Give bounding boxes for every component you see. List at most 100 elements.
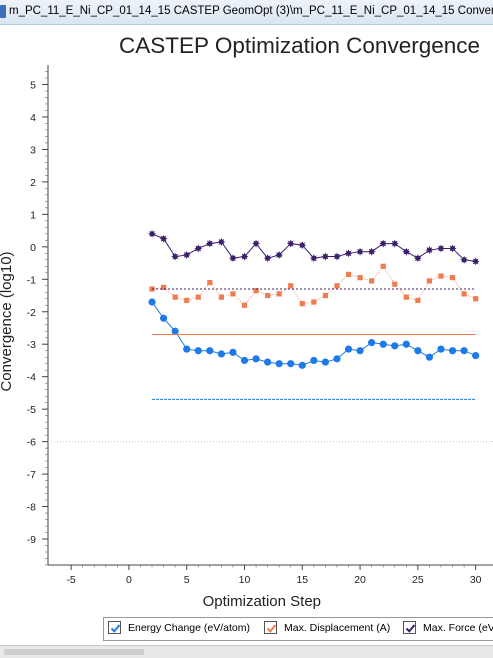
data-point-max-force-ev-a: [171, 252, 180, 261]
data-point-max-force-ev-a: [413, 254, 422, 263]
y-tick-label: -7: [27, 469, 36, 481]
checkbox-checked-icon[interactable]: [403, 621, 416, 634]
y-tick-label: 0: [30, 242, 36, 254]
x-tick-label: 30: [470, 574, 482, 586]
x-tick-label: 10: [239, 574, 251, 586]
chart-title: CASTEP Optimization Convergence: [119, 33, 480, 58]
data-point-max-force-ev-a: [298, 241, 307, 250]
data-point-max-displacement-a: [403, 294, 409, 300]
data-point-max-force-ev-a: [471, 257, 480, 266]
y-tick-label: 1: [30, 209, 36, 221]
data-point-max-force-ev-a: [148, 229, 157, 238]
data-point-energy-change-ev-atom: [240, 356, 249, 365]
chart-area: CASTEP Optimization Convergence: [0, 25, 493, 621]
x-tick-label: 5: [184, 574, 190, 586]
data-point-max-force-ev-a: [275, 250, 284, 259]
data-point-max-displacement-a: [461, 291, 467, 297]
data-point-energy-change-ev-atom: [379, 340, 387, 348]
window-title: m_PC_11_E_Ni_CP_01_14_15 CASTEP GeomOpt …: [9, 5, 493, 17]
y-tick-label: -8: [27, 502, 36, 514]
horizontal-scrollbar[interactable]: [0, 645, 493, 658]
data-point-energy-change-ev-atom: [437, 345, 445, 353]
data-point-max-displacement-a: [195, 294, 201, 300]
data-point-max-displacement-a: [299, 301, 305, 307]
data-point-max-displacement-a: [311, 299, 317, 305]
data-point-energy-change-ev-atom: [217, 350, 225, 358]
data-point-energy-change-ev-atom: [264, 358, 272, 366]
data-point-max-displacement-a: [438, 273, 444, 279]
data-point-max-force-ev-a: [309, 254, 318, 263]
y-tick-label: -1: [27, 274, 36, 286]
data-point-energy-change-ev-atom: [333, 355, 341, 363]
data-point-energy-change-ev-atom: [414, 347, 422, 355]
data-point-max-displacement-a: [357, 275, 363, 281]
scrollbar-thumb[interactable]: [4, 649, 144, 655]
data-point-energy-change-ev-atom: [275, 360, 283, 368]
data-point-max-displacement-a: [230, 291, 236, 297]
data-point-max-force-ev-a: [217, 237, 226, 246]
data-point-max-displacement-a: [265, 292, 271, 299]
data-point-energy-change-ev-atom: [460, 347, 468, 355]
data-point-max-force-ev-a: [356, 247, 365, 256]
y-tick-label: 4: [30, 112, 36, 124]
data-point-max-force-ev-a: [425, 246, 434, 255]
data-point-energy-change-ev-atom: [425, 353, 434, 361]
data-point-energy-change-ev-atom: [252, 355, 260, 363]
data-point-max-force-ev-a: [448, 244, 457, 253]
data-point-max-displacement-a: [160, 284, 167, 291]
x-tick-label: 0: [126, 574, 132, 586]
data-point-energy-change-ev-atom: [321, 358, 330, 366]
data-point-energy-change-ev-atom: [368, 338, 376, 347]
data-point-energy-change-ev-atom: [391, 342, 399, 350]
data-point-max-displacement-a: [334, 283, 340, 289]
x-tick-label: 15: [296, 574, 308, 586]
data-point-max-force-ev-a: [321, 252, 330, 261]
data-point-max-displacement-a: [288, 283, 294, 289]
data-point-energy-change-ev-atom: [206, 347, 214, 355]
data-point-max-displacement-a: [415, 297, 421, 303]
checkbox-checked-icon[interactable]: [108, 621, 121, 634]
x-tick-label: 25: [412, 574, 424, 586]
series-line-max-displacement-a: [151, 265, 476, 306]
data-point-max-force-ev-a: [332, 252, 341, 261]
data-point-energy-change-ev-atom: [310, 356, 318, 365]
checkbox-checked-icon[interactable]: [264, 621, 277, 634]
data-point-max-force-ev-a: [436, 244, 445, 253]
data-point-energy-change-ev-atom: [183, 345, 191, 353]
legend-label-energy: Energy Change (eV/atom): [128, 622, 250, 634]
data-point-max-displacement-a: [322, 292, 329, 299]
data-point-energy-change-ev-atom: [171, 327, 179, 335]
x-tick-label: 20: [354, 574, 366, 586]
data-point-max-force-ev-a: [286, 239, 295, 248]
y-tick-label: 3: [30, 144, 36, 156]
data-point-max-force-ev-a: [344, 249, 353, 258]
data-point-max-force-ev-a: [159, 234, 168, 243]
data-point-max-displacement-a: [426, 278, 433, 284]
data-point-energy-change-ev-atom: [472, 351, 480, 360]
data-point-max-force-ev-a: [182, 250, 191, 259]
data-point-energy-change-ev-atom: [298, 361, 306, 369]
y-tick-label: -5: [27, 404, 36, 416]
data-point-max-displacement-a: [369, 278, 375, 284]
data-point-max-displacement-a: [172, 294, 178, 300]
data-point-energy-change-ev-atom: [344, 345, 353, 353]
data-point-max-force-ev-a: [194, 244, 203, 253]
data-point-max-force-ev-a: [390, 239, 399, 248]
y-tick-label: -9: [27, 534, 36, 546]
y-tick-label: -2: [27, 307, 36, 319]
data-point-max-force-ev-a: [228, 254, 237, 263]
window-titlebar: m_PC_11_E_Ni_CP_01_14_15 CASTEP GeomOpt …: [0, 0, 493, 25]
data-point-max-force-ev-a: [263, 254, 272, 263]
data-point-energy-change-ev-atom: [287, 360, 295, 368]
x-axis-label: Optimization Step: [203, 593, 321, 610]
data-point-energy-change-ev-atom: [448, 347, 457, 355]
legend-label-force: Max. Force (eV/A): [423, 622, 493, 634]
data-point-energy-change-ev-atom: [148, 298, 156, 306]
data-point-max-displacement-a: [253, 288, 259, 294]
data-point-max-force-ev-a: [240, 252, 249, 261]
data-point-max-force-ev-a: [205, 239, 214, 248]
x-tick-label: -5: [66, 574, 75, 586]
data-point-max-displacement-a: [473, 296, 479, 302]
data-point-max-displacement-a: [207, 279, 213, 286]
data-point-max-force-ev-a: [252, 239, 261, 248]
